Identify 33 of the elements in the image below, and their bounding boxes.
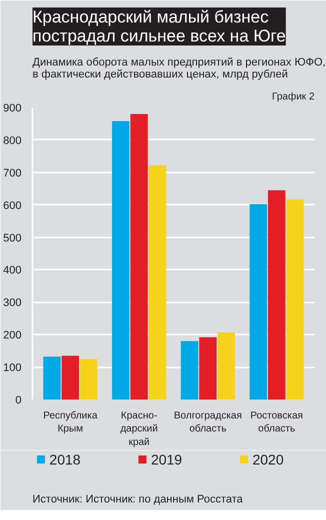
y-tick-label: 500 — [3, 232, 22, 244]
x-tick-label: Красно- дарский край — [120, 410, 158, 448]
bar — [62, 356, 80, 400]
y-tick-label: 300 — [3, 297, 22, 310]
bar — [286, 199, 304, 400]
bar — [130, 114, 148, 400]
bar — [268, 190, 286, 400]
legend-label: 2019 — [150, 452, 182, 468]
x-tick-label: Ростовская область — [250, 410, 303, 435]
y-tick-label: 400 — [3, 264, 22, 277]
bar — [199, 337, 217, 400]
text: Источник: Источник: по данным Росстата — [32, 494, 244, 506]
bar — [112, 121, 130, 400]
bar — [180, 341, 198, 400]
legend-label: 2020 — [252, 452, 284, 468]
bar — [218, 332, 235, 400]
text: График 2 — [272, 92, 315, 102]
chart-title: Краснодарский малый бизнес пострадал сильнее всех на Юге — [32, 8, 286, 46]
y-tick-label: 900 — [3, 102, 22, 114]
y-tick-label: 600 — [3, 200, 22, 212]
legend-label: 2018 — [49, 452, 81, 468]
y-tick-label: 100 — [3, 362, 22, 374]
bar — [43, 356, 61, 400]
x-tick-label: Волгоградская область — [174, 410, 242, 435]
x-tick-label: Республика Крым — [43, 410, 98, 435]
bar — [148, 165, 166, 400]
y-tick-label: 800 — [3, 134, 22, 147]
bar — [80, 358, 98, 400]
chart-subtitle: Динамика оборота малых предприятий в регионах ЮФО, в фактически действовавших ценах, млрд рублей — [32, 56, 326, 80]
bar — [250, 204, 268, 400]
y-tick-label: 700 — [3, 167, 22, 180]
y-tick-label: 0 — [15, 394, 22, 406]
y-tick-label: 200 — [3, 330, 22, 342]
